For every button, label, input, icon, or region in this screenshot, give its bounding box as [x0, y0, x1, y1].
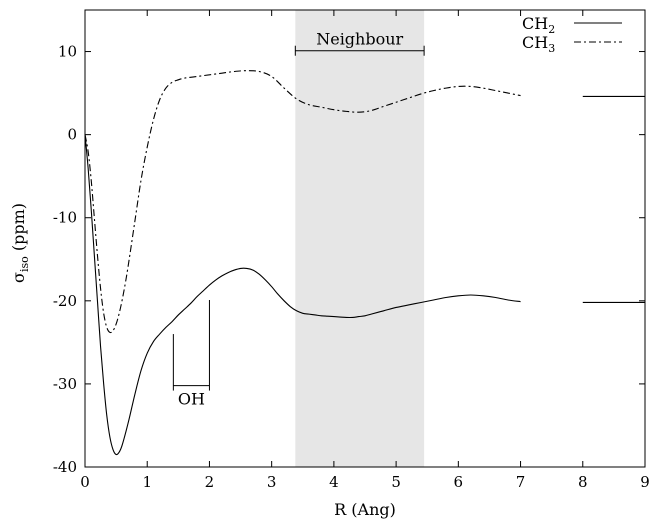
x-tick-label: 0	[80, 473, 90, 491]
neighbour-shaded-region	[295, 10, 425, 467]
y-tick-label: -40	[53, 458, 77, 476]
series-layer	[84, 70, 645, 456]
x-tick-label: 7	[516, 473, 526, 491]
x-tick-label: 2	[205, 473, 215, 491]
legend-label-ch3: CH3	[522, 33, 555, 55]
neighbour-label: Neighbour	[316, 30, 403, 49]
x-tick-label: 1	[142, 473, 152, 491]
oh-label: OH	[178, 390, 205, 409]
y-tick-label: -10	[53, 209, 77, 227]
x-tick-label: 3	[267, 473, 277, 491]
x-axis-ticks: 0 1 2 3 4 5 6 7 8 9	[80, 10, 650, 491]
x-tick-label: 6	[454, 473, 464, 491]
annotation-layer: Neighbour OH	[172, 30, 425, 409]
y-axis-title: σiso (ppm)	[9, 203, 31, 283]
x-axis-title: R (Ang)	[334, 500, 396, 519]
series-line-ch2	[84, 134, 521, 456]
plot-frame	[84, 9, 646, 468]
y-tick-label: 10	[58, 43, 77, 61]
shaded-region-layer	[295, 10, 425, 467]
y-tick-label: 0	[67, 126, 77, 144]
y-tick-label: -30	[53, 375, 77, 393]
y-axis-ticks: -40 -30 -20 -10 0 10	[53, 43, 645, 476]
series-line-ch3	[84, 70, 521, 334]
x-tick-label: 4	[329, 473, 339, 491]
x-tick-label: 5	[391, 473, 401, 491]
legend-label-ch2: CH2	[522, 14, 555, 36]
x-tick-label: 9	[640, 473, 650, 491]
y-tick-label: -20	[53, 292, 77, 310]
legend: CH2 CH3	[522, 14, 622, 55]
x-tick-label: 8	[578, 473, 588, 491]
